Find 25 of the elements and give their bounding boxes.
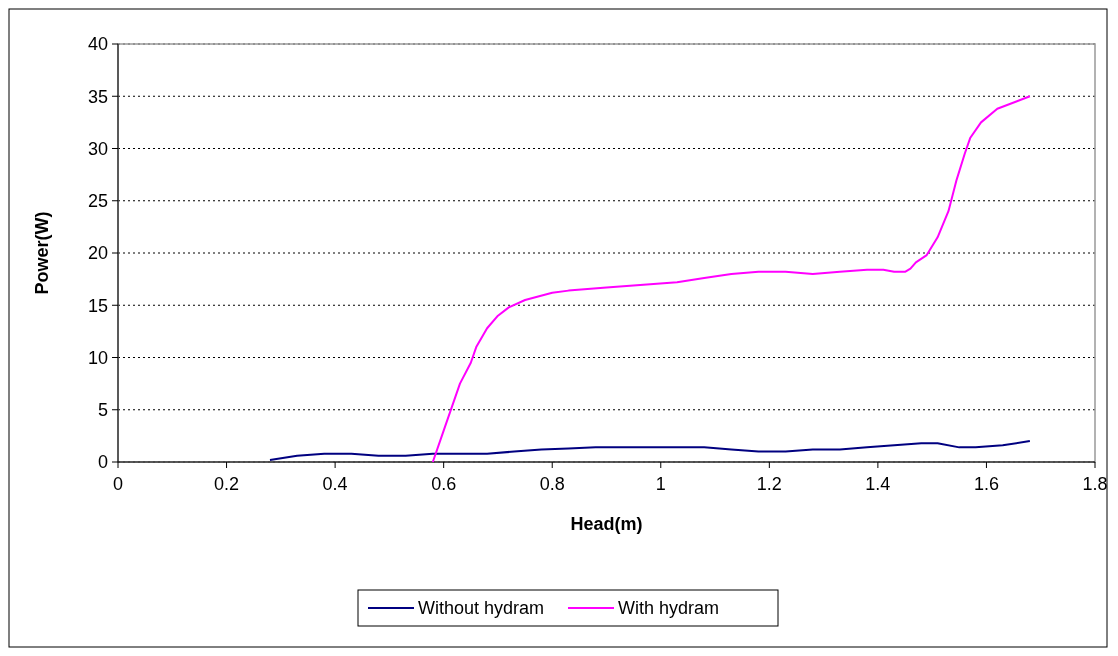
y-tick-label: 10 <box>87 347 108 368</box>
x-tick-label: 1.2 <box>756 474 782 494</box>
x-tick-label: 0.6 <box>431 474 457 494</box>
y-tick-label: 15 <box>87 295 108 316</box>
x-tick-label: 1.4 <box>865 474 891 494</box>
x-tick-label: 1.6 <box>973 474 999 494</box>
x-axis-title: Head(m) <box>570 514 643 534</box>
legend-label: Without hydram <box>418 598 545 619</box>
legend-label: With hydram <box>618 598 720 619</box>
y-tick-label: 40 <box>87 34 108 55</box>
x-tick-label: 0.8 <box>539 474 565 494</box>
y-tick-label: 20 <box>87 243 108 264</box>
x-tick-label: 0.2 <box>214 474 240 494</box>
x-tick-label: 1 <box>655 474 666 494</box>
y-axis-title: Power(W) <box>32 211 52 295</box>
y-tick-label: 35 <box>87 86 108 107</box>
y-tick-label: 25 <box>87 191 108 212</box>
y-tick-label: 0 <box>97 452 108 473</box>
x-tick-label: 1.8 <box>1082 474 1108 494</box>
y-tick-label: 5 <box>97 400 108 421</box>
line-series <box>431 95 1031 463</box>
y-tick-label: 30 <box>87 138 108 159</box>
line-series <box>268 440 1031 461</box>
x-tick-label: 0.4 <box>322 474 348 494</box>
x-tick-label: 0 <box>112 474 124 494</box>
